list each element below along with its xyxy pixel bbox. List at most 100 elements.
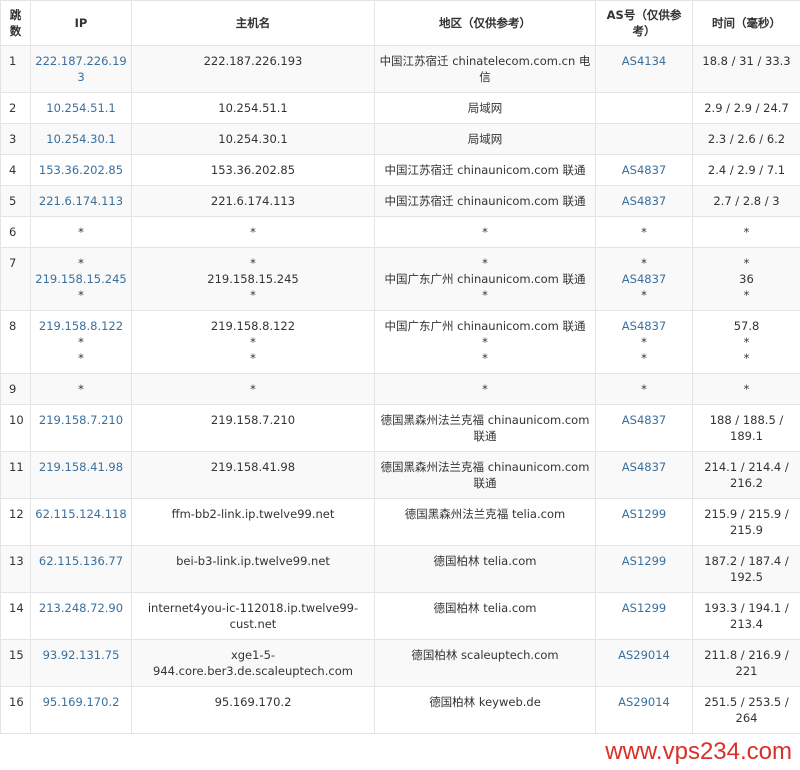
ip-cell: 219.158.41.98 [31, 452, 132, 499]
hop-number: 15 [1, 640, 31, 687]
time-text: 214.1 / 214.4 / 216.2 [696, 459, 797, 491]
ip-link[interactable]: 10.254.30.1 [34, 131, 128, 147]
as-cell [596, 124, 693, 155]
as-link[interactable]: AS29014 [599, 694, 689, 710]
hop-number: 12 [1, 499, 31, 546]
ip-link[interactable]: 219.158.41.98 [34, 459, 128, 475]
time-text: * [696, 287, 797, 303]
as-link[interactable]: AS1299 [599, 506, 689, 522]
as-cell: AS29014 [596, 640, 693, 687]
hop-number: 9 [1, 374, 31, 405]
hop-number: 4 [1, 155, 31, 186]
as-text: * [599, 381, 689, 397]
hostname-cell: bei-b3-link.ip.twelve99.net [132, 546, 375, 593]
as-link[interactable]: AS1299 [599, 553, 689, 569]
region-text: 德国柏林 telia.com [378, 553, 592, 569]
as-link[interactable]: AS4837 [599, 412, 689, 428]
host-text: internet4you-ic-112018.ip.twelve99-cust.… [135, 600, 371, 632]
host-text: 219.158.7.210 [135, 412, 371, 428]
time-text: 57.8 [696, 318, 797, 334]
ip-link[interactable]: 153.36.202.85 [34, 162, 128, 178]
as-cell: * [596, 374, 693, 405]
ip-link[interactable]: 221.6.174.113 [34, 193, 128, 209]
host-text: 10.254.51.1 [135, 100, 371, 116]
ip-cell: 95.169.170.2 [31, 687, 132, 734]
as-link[interactable]: AS4837 [599, 459, 689, 475]
as-link[interactable]: AS29014 [599, 647, 689, 663]
as-text: * [599, 334, 689, 350]
ip-cell: 10.254.51.1 [31, 93, 132, 124]
ip-link[interactable]: 219.158.7.210 [34, 412, 128, 428]
ip-text: * [34, 334, 128, 350]
time-text: 36 [696, 271, 797, 287]
as-link[interactable]: AS4837 [599, 271, 689, 287]
header-time: 时间（毫秒） [693, 1, 800, 46]
ip-link[interactable]: 62.115.136.77 [34, 553, 128, 569]
hop-number: 1 [1, 46, 31, 93]
hop-number: 3 [1, 124, 31, 155]
host-text: * [135, 287, 371, 303]
time-cell: 193.3 / 194.1 / 213.4 [693, 593, 800, 640]
region-cell: 中国江苏宿迁 chinatelecom.com.cn 电信 [375, 46, 596, 93]
as-cell [596, 93, 693, 124]
time-cell: 187.2 / 187.4 / 192.5 [693, 546, 800, 593]
time-text: * [696, 224, 797, 240]
hop-number: 14 [1, 593, 31, 640]
hostname-cell: 10.254.30.1 [132, 124, 375, 155]
ip-link[interactable]: 219.158.15.245 [34, 271, 128, 287]
as-link[interactable]: AS4837 [599, 162, 689, 178]
ip-link[interactable]: 10.254.51.1 [34, 100, 128, 116]
region-text: 德国柏林 telia.com [378, 600, 592, 616]
time-cell: * [693, 374, 800, 405]
region-cell: * [375, 217, 596, 248]
ip-link[interactable]: 93.92.131.75 [34, 647, 128, 663]
header-as: AS号（仅供参考） [596, 1, 693, 46]
as-cell: *AS4837* [596, 248, 693, 311]
as-text: * [599, 350, 689, 366]
time-text: 188 / 188.5 / 189.1 [696, 412, 797, 444]
host-text: 10.254.30.1 [135, 131, 371, 147]
watermark-row: www.vps234.com [0, 734, 800, 770]
time-cell: 214.1 / 214.4 / 216.2 [693, 452, 800, 499]
hostname-cell: * [132, 374, 375, 405]
header-ip: IP [31, 1, 132, 46]
ip-link[interactable]: 219.158.8.122 [34, 318, 128, 334]
as-text: * [599, 255, 689, 271]
hop-number: 16 [1, 687, 31, 734]
host-text: 219.158.15.245 [135, 271, 371, 287]
ip-link[interactable]: 95.169.170.2 [34, 694, 128, 710]
host-text: 219.158.8.122 [135, 318, 371, 334]
ip-link[interactable]: 213.248.72.90 [34, 600, 128, 616]
hostname-cell: 95.169.170.2 [132, 687, 375, 734]
region-text: 中国广东广州 chinaunicom.com 联通 [378, 271, 592, 287]
as-link[interactable]: AS4837 [599, 193, 689, 209]
ip-link[interactable]: 222.187.226.193 [34, 53, 128, 85]
as-link[interactable]: AS1299 [599, 600, 689, 616]
as-link[interactable]: AS4837 [599, 318, 689, 334]
hop-number: 6 [1, 217, 31, 248]
ip-text: * [34, 350, 128, 366]
as-link[interactable]: AS4134 [599, 53, 689, 69]
region-text: * [378, 255, 592, 271]
table-header: 跳数 IP 主机名 地区（仅供参考） AS号（仅供参考） 时间（毫秒） [1, 1, 800, 46]
ip-cell: 219.158.8.122** [31, 311, 132, 374]
region-text: 中国广东广州 chinaunicom.com 联通 [378, 318, 592, 334]
watermark: www.vps234.com [605, 738, 792, 766]
ip-link[interactable]: 62.115.124.118 [34, 506, 128, 522]
region-cell: 德国黑森州法兰克福 chinaunicom.com 联通 [375, 405, 596, 452]
time-cell: 18.8 / 31 / 33.3 [693, 46, 800, 93]
hostname-cell: 10.254.51.1 [132, 93, 375, 124]
time-text: 2.9 / 2.9 / 24.7 [696, 100, 797, 116]
region-text: 局域网 [378, 131, 592, 147]
table-row: 9***** [1, 374, 800, 405]
time-cell: 215.9 / 215.9 / 215.9 [693, 499, 800, 546]
hostname-cell: 219.158.7.210 [132, 405, 375, 452]
as-cell: AS4837** [596, 311, 693, 374]
